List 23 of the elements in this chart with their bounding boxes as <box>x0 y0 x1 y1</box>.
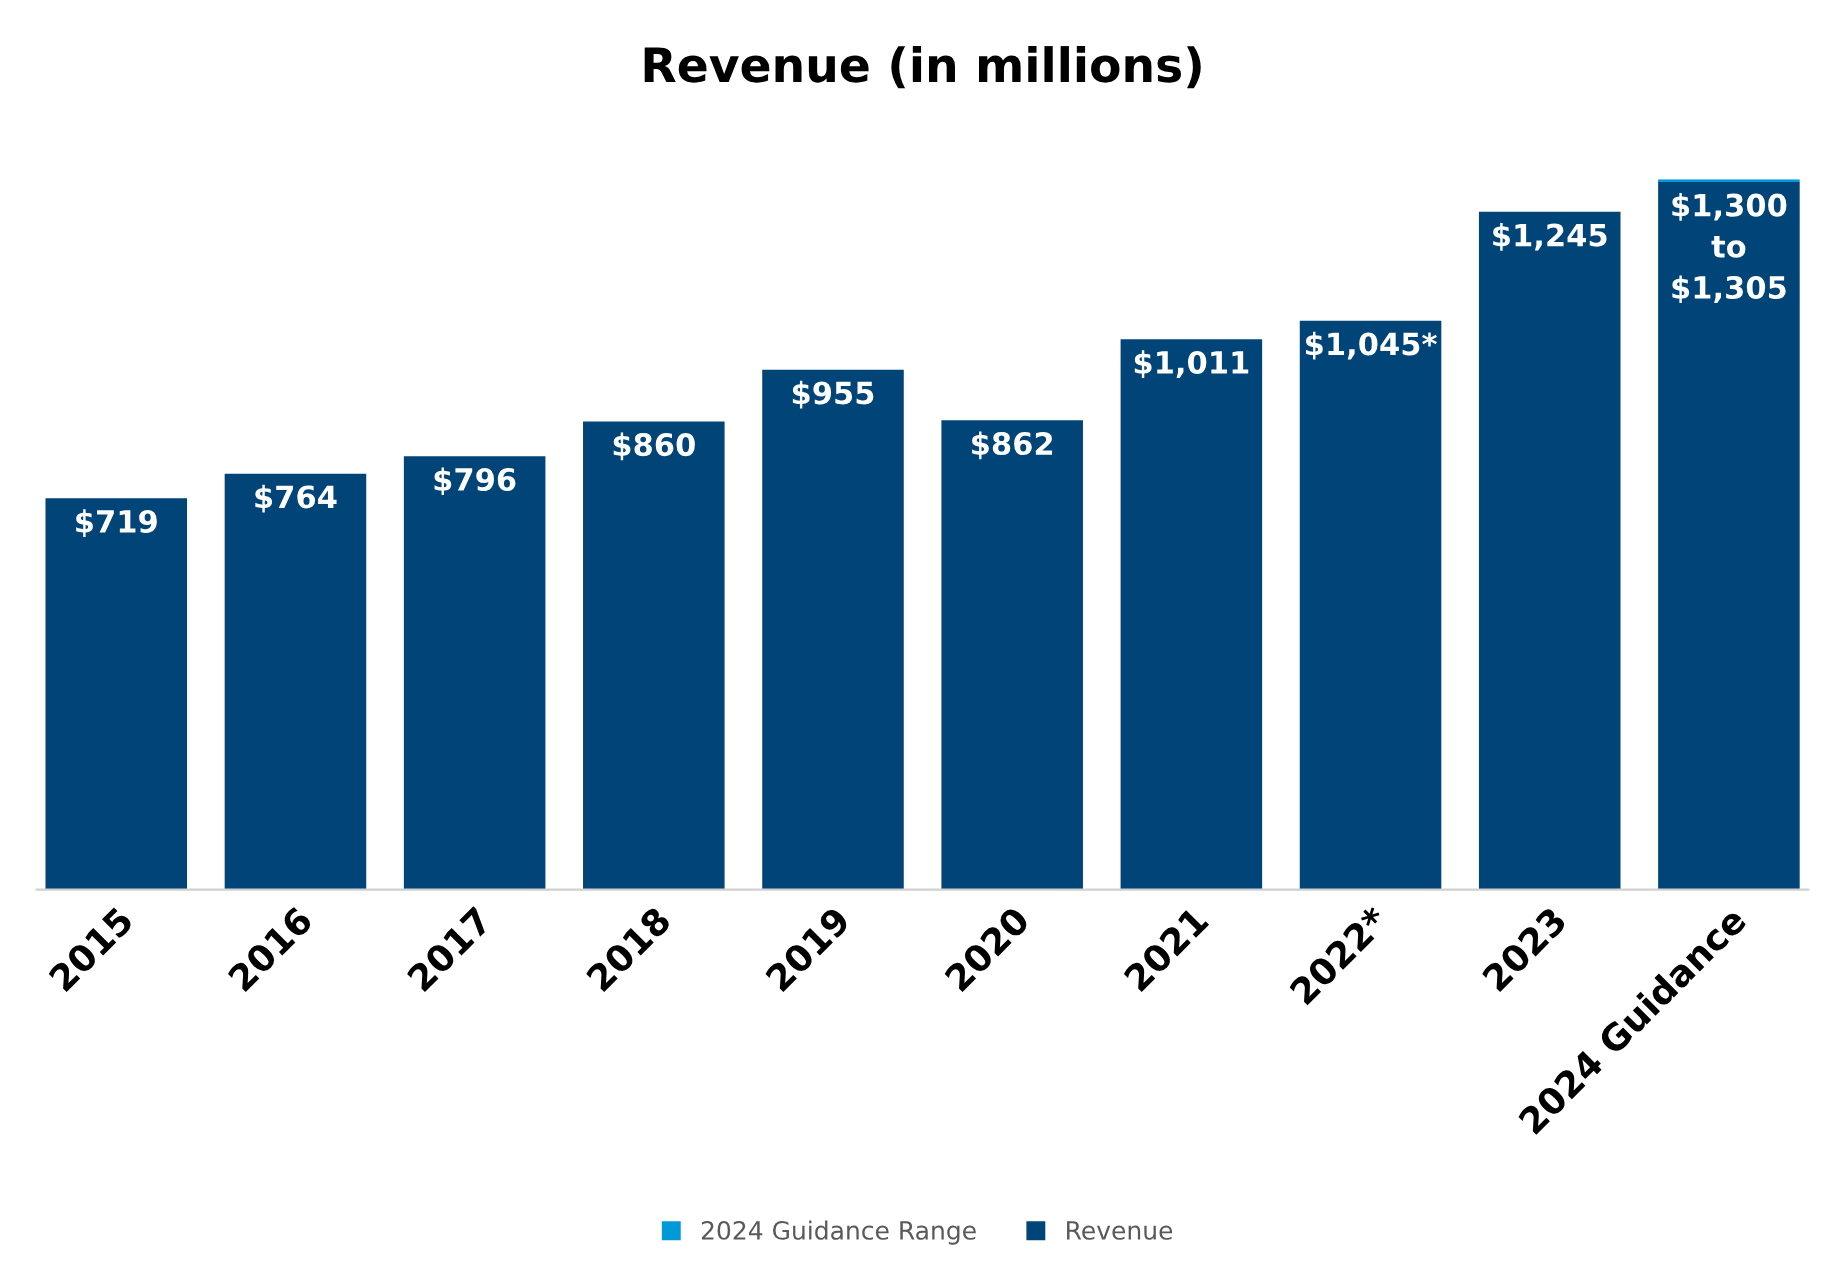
data-label: $796 <box>434 467 516 496</box>
data-label: $955 <box>792 380 874 409</box>
bar <box>403 456 546 890</box>
bar <box>45 498 188 890</box>
bar <box>224 473 367 890</box>
data-label: $719 <box>76 509 157 538</box>
data-label: $764 <box>255 484 337 513</box>
data-label: $1,300 to $1,305 <box>1672 193 1787 304</box>
bar <box>1120 339 1263 890</box>
chart-title: Revenue (in millions) <box>644 46 1201 89</box>
bar <box>1658 181 1800 890</box>
bar <box>1299 320 1442 890</box>
bar <box>583 421 725 890</box>
bar <box>762 369 904 890</box>
legend-label: Revenue <box>1067 1221 1173 1240</box>
bar <box>1478 211 1621 890</box>
data-label: $1,245 <box>1493 222 1607 251</box>
data-label: $862 <box>972 431 1053 460</box>
data-label: $1,045* <box>1305 331 1437 360</box>
data-label: $1,011 <box>1134 350 1249 379</box>
data-label: $860 <box>613 432 695 461</box>
bar <box>941 420 1083 890</box>
legend-label: 2024 Guidance Range <box>701 1220 976 1245</box>
